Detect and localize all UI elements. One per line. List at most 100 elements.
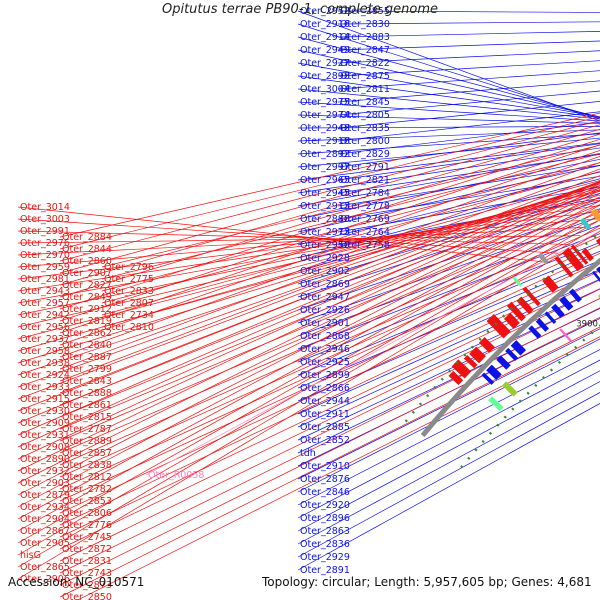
gene-label[interactable]: Oter_2883 [340, 32, 390, 43]
gene-label[interactable]: Oter_2862 [62, 328, 112, 339]
gene-label[interactable]: Oter_2899 [300, 370, 350, 381]
gene-label[interactable]: Oter_2829 [340, 149, 390, 160]
gene-label[interactable]: Oter_2776 [62, 520, 112, 531]
gene-label[interactable]: Oter_2927 [300, 58, 350, 69]
gene-label[interactable]: hisG [20, 550, 41, 561]
gene-label[interactable]: Oter_2796 [104, 262, 154, 273]
gene-label[interactable]: Oter_2853 [62, 496, 112, 507]
gene-label[interactable]: Oter_2934 [20, 502, 70, 513]
gene-label[interactable]: Oter_2916 [300, 19, 350, 30]
gene-label[interactable]: Oter_2943 [20, 286, 70, 297]
gene-label[interactable]: Oter_2764 [340, 227, 390, 238]
gene-label[interactable]: Oter_2849 [62, 292, 112, 303]
gene-label[interactable]: Oter_2810 [104, 322, 154, 333]
gene-label[interactable]: Oter_2880 [300, 214, 350, 225]
gene-label[interactable]: Oter_2908 [20, 442, 70, 453]
gene-label[interactable]: Oter_2948 [300, 123, 350, 134]
gene-label[interactable]: Oter_2905 [20, 538, 70, 549]
gene-label[interactable]: Oter_2942 [20, 310, 70, 321]
gene-label[interactable]: Oter_2831 [62, 556, 112, 567]
gene-label[interactable]: Oter_2924 [20, 370, 70, 381]
gene-label[interactable]: Oter_2867 [20, 526, 70, 537]
gene-label[interactable]: Oter_2812 [62, 472, 112, 483]
gene-label[interactable]: Oter_2902 [300, 266, 350, 277]
gene-label[interactable]: Oter_2974 [300, 110, 350, 121]
gene-label[interactable]: Oter_2975 [300, 97, 350, 108]
gene-label[interactable]: Oter_2952 [300, 6, 350, 17]
gene-label[interactable]: Oter_2925 [300, 357, 350, 368]
gene-label[interactable]: Oter_2946 [300, 344, 350, 355]
gene-label[interactable]: Oter_2904 [20, 514, 70, 525]
gene-label[interactable]: Oter_2976 [20, 238, 70, 249]
gene-label[interactable]: Oter_2973 [300, 227, 350, 238]
gene-label[interactable]: Oter_2956 [20, 322, 70, 333]
gene-label[interactable]: Oter_2887 [62, 352, 112, 363]
gene-label[interactable]: Oter_2959 [20, 262, 70, 273]
gene-label[interactable]: Oter_2912 [62, 304, 112, 315]
gene-label[interactable]: Oter_2890 [20, 454, 70, 465]
gene-label[interactable]: Oter_2811 [340, 84, 390, 95]
gene-label[interactable]: Oter_R0058 [148, 470, 204, 481]
gene-label[interactable]: Oter_2991 [20, 226, 70, 237]
gene-label[interactable]: Oter_2947 [300, 292, 350, 303]
gene-label[interactable]: Oter_3003 [20, 214, 70, 225]
gene-label[interactable]: Oter_2807 [104, 298, 154, 309]
gene-label[interactable]: Oter_2906 [20, 574, 70, 585]
gene-label[interactable]: Oter_2884 [62, 232, 112, 243]
gene-label[interactable]: Oter_2866 [300, 383, 350, 394]
gene-label[interactable]: Oter_2901 [300, 318, 350, 329]
gene-label[interactable]: Oter_2840 [62, 340, 112, 351]
gene-label[interactable]: Oter_2926 [300, 305, 350, 316]
gene-label[interactable]: Oter_2830 [340, 19, 390, 30]
gene-label[interactable]: Oter_2868 [300, 331, 350, 342]
gene-label[interactable]: Oter_2909 [20, 418, 70, 429]
gene-label[interactable]: Oter_2944 [300, 396, 350, 407]
gene-label[interactable]: Oter_2787 [62, 424, 112, 435]
gene-label[interactable]: Oter_2734 [104, 310, 154, 321]
gene-label[interactable]: Oter_2815 [62, 412, 112, 423]
gene-label[interactable]: tdh [300, 448, 316, 459]
gene-label[interactable]: Oter_2911 [300, 409, 350, 420]
gene-label[interactable]: Oter_3014 [20, 202, 70, 213]
gene-label[interactable]: Oter_2915 [20, 394, 70, 405]
gene-label[interactable]: Oter_2847 [340, 45, 390, 56]
gene-label[interactable]: Oter_2903 [20, 478, 70, 489]
gene-label[interactable]: Oter_2805 [340, 110, 390, 121]
gene-label[interactable]: Oter_2838 [62, 460, 112, 471]
gene-label[interactable]: Oter_2875 [340, 71, 390, 82]
gene-label[interactable]: Oter_2957 [20, 298, 70, 309]
gene-label[interactable]: Oter_2833 [104, 286, 154, 297]
gene-label[interactable]: Oter_2950 [300, 240, 350, 251]
gene-label[interactable]: Oter_2806 [62, 508, 112, 519]
gene-label[interactable]: Oter_2920 [300, 500, 350, 511]
gene-label[interactable]: Oter_2872 [62, 544, 112, 555]
gene-label[interactable]: Oter_2914 [300, 32, 350, 43]
gene-label[interactable]: Oter_2907 [62, 268, 112, 279]
gene-label[interactable]: Oter_2933 [20, 382, 70, 393]
gene-label[interactable]: Oter_2745 [62, 532, 112, 543]
gene-label[interactable]: Oter_2791 [340, 162, 390, 173]
gene-label[interactable]: Oter_2775 [104, 274, 154, 285]
gene-label[interactable]: Oter_2827 [62, 280, 112, 291]
gene-label[interactable]: Oter_2931 [20, 430, 70, 441]
gene-label[interactable]: Oter_2857 [62, 448, 112, 459]
gene-label[interactable]: Oter_2822 [340, 58, 390, 69]
gene-label[interactable]: Oter_2835 [340, 123, 390, 134]
gene-label[interactable]: Oter_2892 [300, 149, 350, 160]
gene-label[interactable]: Oter_2949 [300, 45, 350, 56]
gene-label[interactable]: Oter_2929 [300, 552, 350, 563]
gene-label[interactable]: Oter_2928 [300, 253, 350, 264]
gene-label[interactable]: Oter_2865 [20, 562, 70, 573]
gene-label[interactable]: Oter_2863 [300, 526, 350, 537]
gene-label[interactable]: Oter_3004 [300, 84, 350, 95]
gene-label[interactable]: Oter_2852 [300, 435, 350, 446]
gene-label[interactable]: Oter_2844 [62, 244, 112, 255]
gene-label[interactable]: Oter_2819 [62, 316, 112, 327]
gene-label[interactable]: Oter_2932 [20, 466, 70, 477]
gene-label[interactable]: Oter_2981 [20, 274, 70, 285]
gene-label[interactable]: Oter_2843 [62, 376, 112, 387]
gene-label[interactable]: Oter_2769 [340, 214, 390, 225]
gene-label[interactable]: Oter_2997 [300, 162, 350, 173]
gene-label[interactable]: Oter_2836 [300, 539, 350, 550]
gene-label[interactable]: Oter_2896 [300, 513, 350, 524]
